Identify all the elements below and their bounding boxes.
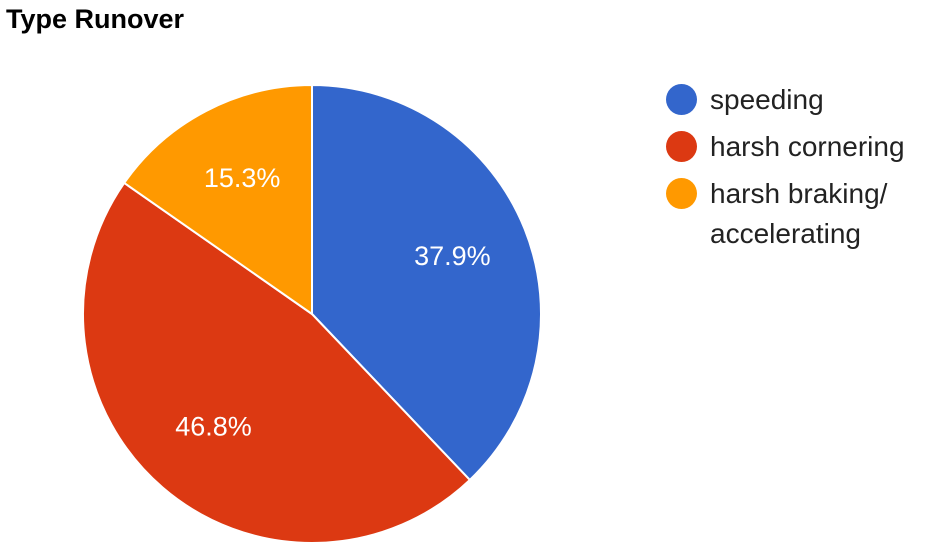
data-label: 46.8% xyxy=(175,412,252,442)
legend-swatch xyxy=(666,131,697,162)
data-label: 15.3% xyxy=(204,163,281,193)
pie-slice xyxy=(311,83,542,482)
legend-entry: harsh braking/ accelerating xyxy=(666,174,928,254)
data-label: 37.9% xyxy=(414,241,491,271)
legend-label: harsh cornering xyxy=(710,131,905,162)
legend-label: speeding xyxy=(710,84,824,115)
legend-swatch xyxy=(666,178,697,209)
legend-entry: speeding xyxy=(666,80,928,120)
legend-swatch xyxy=(666,84,697,115)
pie-slice xyxy=(122,83,313,316)
legend-label: harsh braking/ accelerating xyxy=(710,178,888,249)
chart-title: Type Runover xyxy=(6,4,185,34)
legend-entry: harsh cornering xyxy=(666,127,928,167)
pie-slice xyxy=(82,181,472,545)
legend: speeding harsh cornering harsh braking/ ac… xyxy=(666,80,928,261)
